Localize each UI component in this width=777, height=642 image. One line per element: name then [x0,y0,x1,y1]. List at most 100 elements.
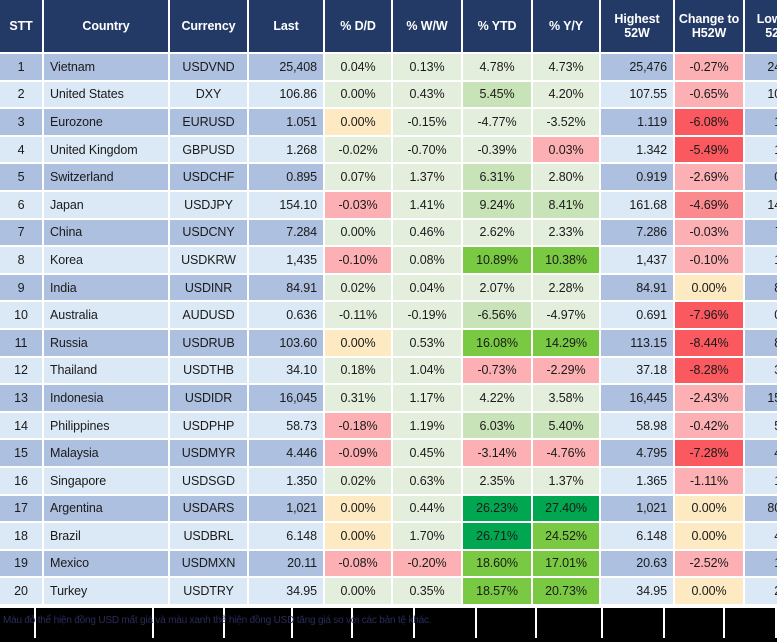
cell-highest-52w: 25,476 [600,53,675,82]
table-row[interactable]: 4 United Kingdom GBPUSD 1.268 -0.02% -0.70% -0… [0,135,777,165]
cell-pct-ww: -0.70% [392,135,463,165]
cell-pct-ww: 0.46% [392,218,463,248]
table-row[interactable]: 8 Korea USDKRW 1,435 -0.10% 0.08% 10.89% 10.38%… [0,246,777,275]
column-header-currency[interactable]: Currency [169,0,249,54]
cell-currency: USDRUB [169,328,249,358]
cell-pct-dd: 0.00% [324,218,393,248]
cell-last: 1.268 [248,135,325,165]
cell-change-h52w: -4.69% [674,190,745,220]
table-row[interactable]: 18 Brazil USDBRL 6.148 0.00% 1.70% 26.71% 24.52… [0,522,777,551]
cell-pct-dd: 0.04% [324,53,393,82]
cell-change-h52w: -0.03% [674,218,745,248]
cell-stt: 5 [0,163,44,192]
cell-pct-ytd: 6.03% [462,411,533,441]
table-row[interactable]: 6 Japan USDJPY 154.10 -0.03% 1.41% 9.24% 8.41% 1… [0,190,777,220]
column-header-ww[interactable]: % W/W [392,0,463,54]
column-header-last[interactable]: Last [248,0,325,54]
cell-pct-yy: 20.73% [532,577,601,606]
cell-highest-52w: 0.919 [600,163,675,192]
table-row[interactable]: 17 Argentina USDARS 1,021 0.00% 0.44% 26.23% 27… [0,494,777,524]
cell-pct-dd: -0.02% [324,135,393,165]
column-header-country[interactable]: Country [43,0,170,54]
header-row: STT Country Currency Last % D/D % W/W % … [0,0,777,54]
cell-lowest-52w: 140.60 [744,190,777,220]
cell-highest-52w: 0.691 [600,301,675,330]
column-header-h52w[interactable]: Highest 52W [600,0,675,54]
cell-pct-ytd: -0.39% [462,135,533,165]
cell-pct-ytd: 6.31% [462,163,533,192]
cell-last: 7.284 [248,218,325,248]
cell-highest-52w: 1.119 [600,108,675,137]
table-row[interactable]: 3 Eurozone EURUSD 1.051 0.00% -0.15% -4.77% -3.… [0,108,777,137]
cell-highest-52w: 16,445 [600,384,675,413]
table-row[interactable]: 13 Indonesia USDIDR 16,045 0.31% 1.17% 4.22% 3.… [0,384,777,413]
cell-currency: DXY [169,80,249,110]
cell-stt: 17 [0,494,44,524]
cell-pct-ww: -0.19% [392,301,463,330]
cell-pct-dd: 0.07% [324,163,393,192]
cell-pct-ytd: 18.60% [462,549,533,579]
cell-country: Japan [43,190,170,220]
table-row[interactable]: 20 Turkey USDTRY 34.95 0.00% 0.35% 18.57% 20.73… [0,577,777,606]
table-row[interactable]: 16 Singapore USDSGD 1.350 0.02% 0.63% 2.35% 1.3… [0,466,777,496]
cell-pct-ww: 0.08% [392,246,463,275]
table-row[interactable]: 1 Vietnam USDVND 25,408 0.04% 0.13% 4.78% 4.73%… [0,53,777,82]
cell-change-h52w: -5.49% [674,135,745,165]
cell-highest-52w: 37.18 [600,356,675,386]
cell-lowest-52w: 32.32 [744,356,777,386]
cell-last: 34.10 [248,356,325,386]
cell-pct-ytd: 4.78% [462,53,533,82]
table-row[interactable]: 11 Russia USDRUB 103.60 0.00% 0.53% 16.08% 14.2… [0,328,777,358]
cell-lowest-52w: 4.814 [744,522,777,551]
cell-pct-yy: 0.03% [532,135,601,165]
cell-pct-yy: 3.58% [532,384,601,413]
column-header-yy[interactable]: % Y/Y [532,0,601,54]
cell-pct-ww: -0.20% [392,549,463,579]
cell-currency: USDJPY [169,190,249,220]
cell-stt: 13 [0,384,44,413]
cell-last: 0.895 [248,163,325,192]
cell-pct-dd: 0.00% [324,328,393,358]
cell-country: Turkey [43,577,170,606]
table-row[interactable]: 14 Philippines USDPHP 58.73 -0.18% 1.19% 6.03%… [0,411,777,441]
cell-country: United States [43,80,170,110]
table-row[interactable]: 10 Australia AUDUSD 0.636 -0.11% -0.19% -6.56%… [0,301,777,330]
cell-pct-yy: 5.40% [532,411,601,441]
column-header-dd[interactable]: % D/D [324,0,393,54]
column-header-l52w[interactable]: Lowest 52W [744,0,777,54]
cell-pct-yy: 27.40% [532,494,601,524]
column-header-change-h52w[interactable]: Change to H52W [674,0,745,54]
table-row[interactable]: 19 Mexico USDMXN 20.11 -0.08% -0.20% 18.60% 17.… [0,549,777,579]
cell-pct-ww: 1.19% [392,411,463,441]
table-row[interactable]: 12 Thailand USDTHB 34.10 0.18% 1.04% -0.73% -2.… [0,356,777,386]
cell-stt: 6 [0,190,44,220]
cell-highest-52w: 84.91 [600,273,675,303]
table-row[interactable]: 9 India USDINR 84.91 0.02% 0.04% 2.07% 2.28% 84.… [0,273,777,303]
cell-last: 106.86 [248,80,325,110]
cell-currency: USDINR [169,273,249,303]
cell-currency: USDIDR [169,384,249,413]
column-header-stt[interactable]: STT [0,0,44,54]
cell-stt: 4 [0,135,44,165]
cell-change-h52w: -2.69% [674,163,745,192]
cell-pct-ytd: -0.73% [462,356,533,386]
cell-pct-ww: 0.13% [392,53,463,82]
cell-lowest-52w: 1.281 [744,466,777,496]
cell-pct-yy: 2.80% [532,163,601,192]
cell-change-h52w: 0.00% [674,494,745,524]
cell-stt: 15 [0,439,44,468]
column-header-ytd[interactable]: % YTD [462,0,533,54]
table-row[interactable]: 2 United States DXY 106.86 0.00% 0.43% 5.45% 4.… [0,80,777,110]
cell-lowest-52w: 16.31 [744,549,777,579]
cell-highest-52w: 113.15 [600,328,675,358]
cell-country: Vietnam [43,53,170,82]
cell-country: Russia [43,328,170,358]
cell-country: Malaysia [43,439,170,468]
cell-country: Thailand [43,356,170,386]
table-header: STT Country Currency Last % D/D % W/W % … [0,0,777,54]
table-row[interactable]: 15 Malaysia USDMYR 4.446 -0.09% 0.45% -3.14% -4… [0,439,777,468]
table-row[interactable]: 5 Switzerland USDCHF 0.895 0.07% 1.37% 6.31% 2.… [0,163,777,192]
cell-pct-dd: 0.00% [324,522,393,551]
cell-lowest-52w: 1,289 [744,246,777,275]
table-row[interactable]: 7 China USDCNY 7.284 0.00% 0.46% 2.62% 2.33% 7.2… [0,218,777,248]
